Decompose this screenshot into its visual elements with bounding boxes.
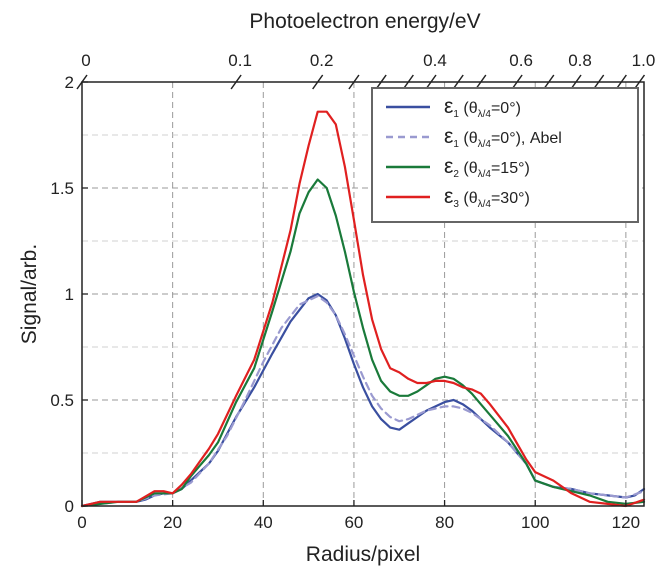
top-tick-label: 0.4 (423, 51, 447, 70)
y-tick-label: 1 (65, 285, 74, 304)
top-tick-label: 0.2 (310, 51, 334, 70)
x-tick-label: 120 (612, 513, 640, 532)
y-axis-title: Signal/arb. (18, 244, 41, 344)
y-tick-label: 0.5 (50, 391, 74, 410)
y-tick-label: 2 (65, 73, 74, 92)
top-tick-label: 1.0 (632, 51, 656, 70)
x-axis-title: Radius/pixel (306, 543, 420, 566)
x-tick-label: 80 (435, 513, 454, 532)
top-tick-label: 0 (81, 51, 90, 70)
x-tick-label: 40 (254, 513, 273, 532)
top-axis-title: Photoelectron energy/eV (249, 10, 480, 33)
x-tick-label: 0 (77, 513, 86, 532)
top-tick-label: 0.6 (509, 51, 533, 70)
y-tick-label: 0 (65, 497, 74, 516)
top-tick-label: 0.1 (228, 51, 252, 70)
x-tick-label: 20 (163, 513, 182, 532)
y-tick-label: 1.5 (50, 179, 74, 198)
top-tick-label: 0.8 (568, 51, 592, 70)
series-line-3 (82, 180, 644, 507)
top-axis: 0 0.1 0.2 0.4 0.6 0.8 1.0 (77, 51, 655, 89)
x-tick-label: 100 (521, 513, 549, 532)
x-tick-label: 60 (344, 513, 363, 532)
